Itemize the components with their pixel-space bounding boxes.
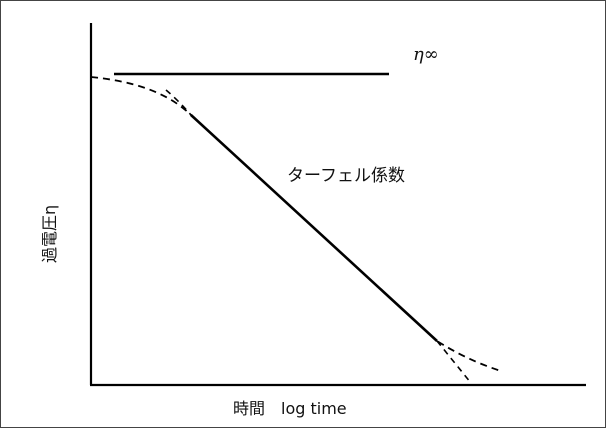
eta-infinity-label: η∞ — [413, 44, 439, 65]
tafel-label: ターフェル係数 — [287, 166, 405, 186]
tafel-extension-lower — [436, 340, 472, 384]
polarization-curve-dashed — [90, 76, 502, 372]
x-axis-label: 時間 log time — [233, 399, 347, 418]
tafel-extension-upper — [165, 89, 192, 116]
y-axis-label: 過電圧η — [40, 205, 59, 263]
